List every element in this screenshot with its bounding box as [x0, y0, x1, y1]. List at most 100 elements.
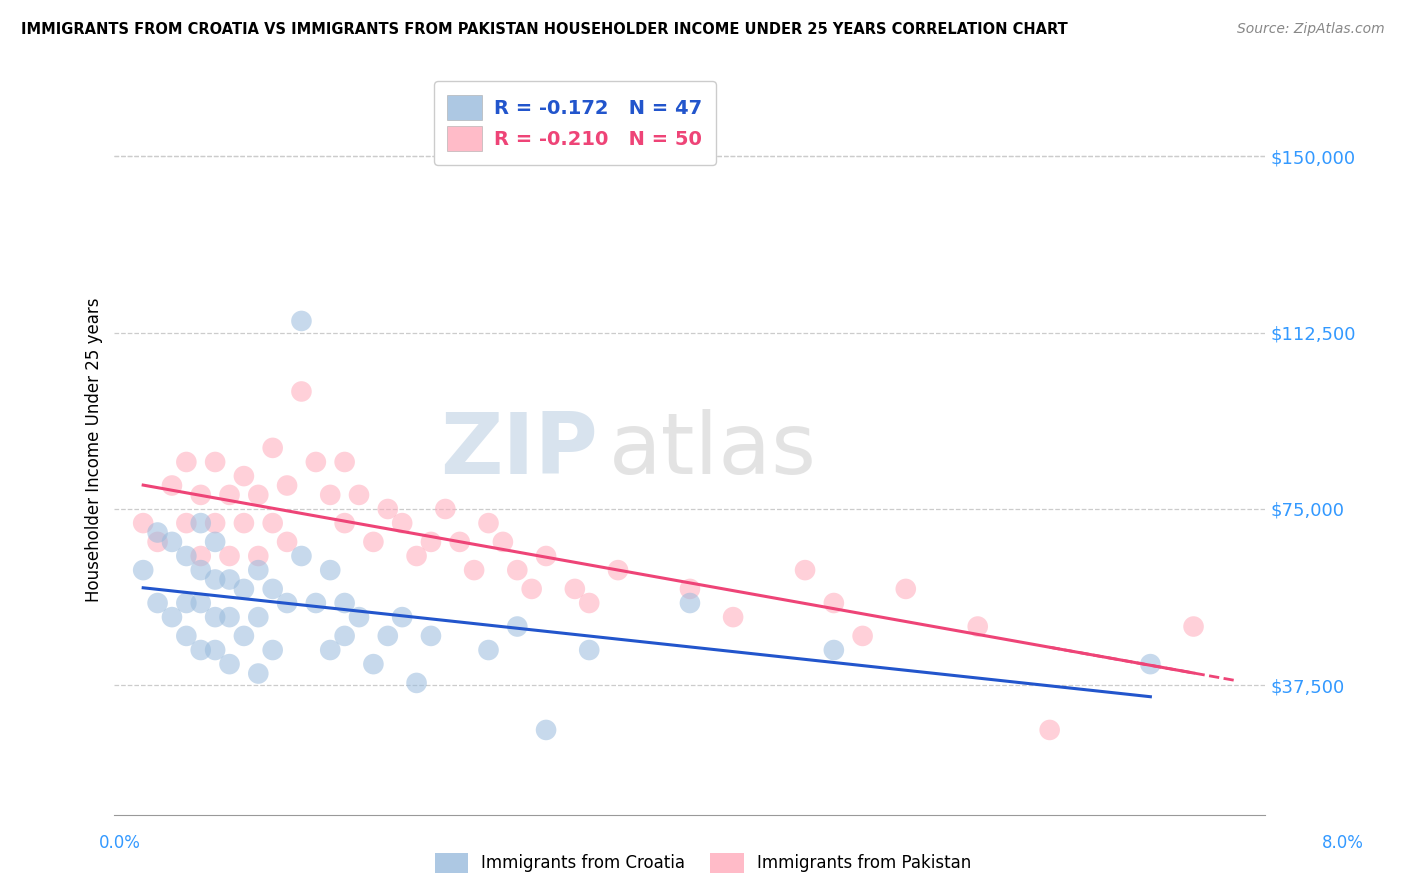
Point — [607, 563, 630, 577]
Point — [160, 610, 183, 624]
Point — [391, 516, 413, 530]
Text: 0.0%: 0.0% — [98, 834, 141, 852]
Point — [1039, 723, 1062, 737]
Point — [420, 535, 443, 549]
Point — [146, 596, 169, 610]
Point — [247, 488, 270, 502]
Point — [434, 502, 457, 516]
Point — [1139, 657, 1161, 672]
Point — [204, 643, 226, 657]
Point — [679, 582, 702, 596]
Point — [247, 563, 270, 577]
Point — [679, 596, 702, 610]
Point — [232, 629, 254, 643]
Point — [290, 549, 312, 563]
Point — [218, 549, 240, 563]
Point — [449, 535, 471, 549]
Point — [218, 573, 240, 587]
Point — [363, 535, 385, 549]
Point — [190, 563, 212, 577]
Point — [347, 610, 370, 624]
Point — [247, 549, 270, 563]
Point — [319, 643, 342, 657]
Point — [578, 643, 600, 657]
Point — [176, 629, 198, 643]
Point — [247, 666, 270, 681]
Point — [319, 563, 342, 577]
Point — [160, 478, 183, 492]
Point — [204, 535, 226, 549]
Point — [420, 629, 443, 643]
Y-axis label: Householder Income Under 25 years: Householder Income Under 25 years — [86, 298, 103, 602]
Point — [506, 563, 529, 577]
Legend: R = -0.172   N = 47, R = -0.210   N = 50: R = -0.172 N = 47, R = -0.210 N = 50 — [434, 81, 716, 165]
Point — [290, 314, 312, 328]
Point — [377, 502, 399, 516]
Point — [823, 596, 845, 610]
Point — [477, 516, 499, 530]
Point — [232, 582, 254, 596]
Point — [204, 610, 226, 624]
Legend: Immigrants from Croatia, Immigrants from Pakistan: Immigrants from Croatia, Immigrants from… — [427, 847, 979, 880]
Point — [894, 582, 917, 596]
Point — [405, 549, 427, 563]
Point — [794, 563, 817, 577]
Text: IMMIGRANTS FROM CROATIA VS IMMIGRANTS FROM PAKISTAN HOUSEHOLDER INCOME UNDER 25 : IMMIGRANTS FROM CROATIA VS IMMIGRANTS FR… — [21, 22, 1067, 37]
Point — [204, 573, 226, 587]
Point — [534, 723, 557, 737]
Point — [176, 596, 198, 610]
Point — [204, 516, 226, 530]
Point — [176, 549, 198, 563]
Point — [276, 535, 298, 549]
Point — [363, 657, 385, 672]
Point — [1182, 619, 1205, 633]
Point — [823, 643, 845, 657]
Point — [347, 488, 370, 502]
Point — [966, 619, 988, 633]
Point — [276, 478, 298, 492]
Point — [204, 455, 226, 469]
Point — [290, 384, 312, 399]
Point — [463, 563, 485, 577]
Point — [377, 629, 399, 643]
Point — [160, 535, 183, 549]
Point — [333, 516, 356, 530]
Point — [132, 516, 155, 530]
Point — [391, 610, 413, 624]
Point — [520, 582, 543, 596]
Point — [190, 549, 212, 563]
Point — [477, 643, 499, 657]
Point — [305, 596, 328, 610]
Point — [333, 596, 356, 610]
Point — [190, 643, 212, 657]
Text: ZIP: ZIP — [440, 409, 598, 491]
Point — [333, 455, 356, 469]
Point — [176, 455, 198, 469]
Point — [333, 629, 356, 643]
Point — [506, 619, 529, 633]
Point — [578, 596, 600, 610]
Point — [405, 676, 427, 690]
Text: Source: ZipAtlas.com: Source: ZipAtlas.com — [1237, 22, 1385, 37]
Point — [218, 657, 240, 672]
Point — [232, 469, 254, 483]
Point — [247, 610, 270, 624]
Point — [132, 563, 155, 577]
Point — [232, 516, 254, 530]
Point — [262, 582, 284, 596]
Point — [190, 516, 212, 530]
Point — [262, 643, 284, 657]
Point — [146, 535, 169, 549]
Point — [276, 596, 298, 610]
Point — [492, 535, 515, 549]
Point — [146, 525, 169, 540]
Point — [218, 610, 240, 624]
Text: 8.0%: 8.0% — [1322, 834, 1364, 852]
Point — [721, 610, 744, 624]
Point — [852, 629, 875, 643]
Point — [218, 488, 240, 502]
Point — [176, 516, 198, 530]
Text: atlas: atlas — [609, 409, 817, 491]
Point — [305, 455, 328, 469]
Point — [564, 582, 586, 596]
